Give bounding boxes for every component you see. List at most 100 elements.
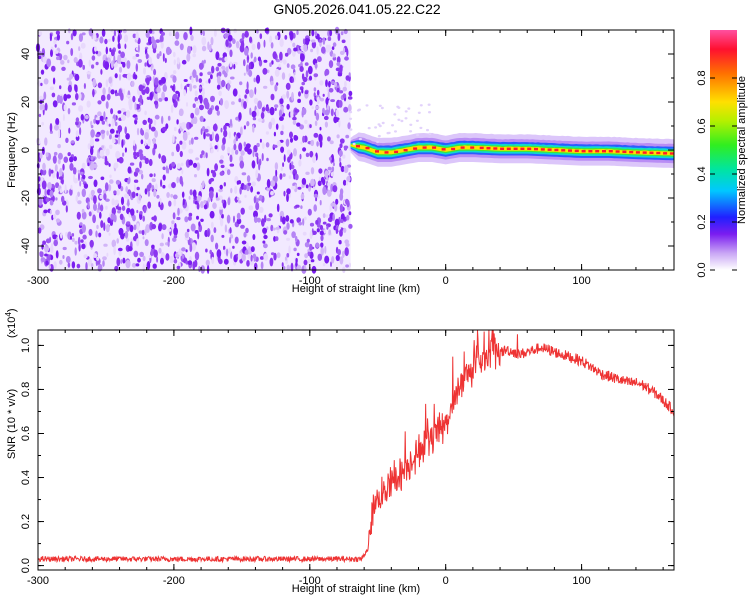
noise-blob	[223, 129, 228, 138]
noise-blob	[63, 156, 69, 163]
noise-blob	[120, 259, 123, 264]
noise-blob	[120, 92, 124, 101]
noise-blob	[322, 263, 326, 267]
noise-blob	[310, 178, 315, 187]
y-tick-label: 0.2	[20, 514, 32, 529]
noise-blob	[203, 131, 206, 140]
noise-blob	[55, 209, 60, 216]
noise-blob	[246, 64, 249, 72]
noise-blob	[155, 39, 161, 43]
colorbar-tick-label: 0.2	[696, 214, 708, 229]
noise-blob	[315, 197, 318, 202]
noise-blob	[73, 57, 78, 63]
noise-blob	[324, 245, 327, 254]
noise-blob	[266, 226, 269, 230]
noise-blob	[144, 110, 147, 116]
noise-blob	[224, 122, 230, 127]
noise-blob	[137, 44, 140, 53]
noise-blob	[320, 176, 325, 183]
noise-blob	[89, 137, 94, 147]
noise-blob	[156, 53, 160, 60]
noise-blob	[61, 178, 64, 185]
noise-blob	[227, 82, 230, 92]
noise-blob	[299, 66, 304, 72]
x-tick-label: 0	[443, 275, 449, 287]
noise-blob	[195, 157, 200, 161]
noise-blob	[97, 111, 102, 117]
noise-blob	[315, 242, 320, 248]
noise-blob	[81, 211, 87, 220]
noise-blob	[238, 94, 241, 99]
noise-blob	[99, 149, 105, 157]
noise-blob	[126, 221, 131, 225]
noise-blob	[141, 159, 145, 163]
noise-blob	[305, 38, 311, 43]
noise-blob	[346, 214, 350, 221]
noise-blob	[65, 256, 71, 263]
noise-blob	[344, 239, 350, 245]
noise-blob	[232, 38, 236, 45]
noise-blob	[286, 193, 289, 202]
signal-core	[642, 151, 647, 154]
noise-blob	[306, 238, 310, 243]
noise-blob	[78, 243, 81, 252]
signal-core	[595, 150, 600, 153]
noise-blob	[194, 174, 197, 178]
y-tick-label: 40	[20, 48, 32, 60]
noise-blob	[122, 257, 126, 264]
noise-blob	[209, 210, 215, 219]
noise-blob	[298, 221, 303, 226]
noise-blob	[301, 107, 307, 115]
noise-blob	[53, 261, 57, 269]
noise-blob	[139, 211, 143, 215]
signal-core	[534, 147, 538, 151]
noise-blob	[100, 94, 106, 102]
noise-blob	[268, 213, 273, 218]
signal-band-layer	[350, 144, 674, 156]
signal-scatter	[374, 126, 378, 129]
noise-blob	[189, 83, 193, 92]
noise-blob	[253, 77, 256, 83]
noise-blob	[332, 53, 336, 58]
noise-blob	[58, 129, 61, 139]
noise-blob	[296, 122, 301, 127]
signal-scatter	[349, 117, 353, 121]
noise-blob	[348, 72, 351, 78]
noise-blob	[110, 108, 114, 115]
noise-blob	[302, 38, 306, 45]
signal-core	[513, 147, 518, 150]
noise-blob	[162, 184, 166, 189]
noise-blob	[215, 242, 219, 250]
noise-blob	[144, 157, 149, 165]
signal-scatter	[404, 117, 408, 120]
noise-blob	[158, 97, 163, 102]
noise-blob	[162, 166, 166, 171]
noise-blob	[332, 185, 338, 193]
noise-blob	[49, 254, 54, 261]
noise-blob	[224, 224, 228, 233]
noise-blob	[314, 120, 318, 127]
noise-blob	[116, 130, 119, 134]
noise-blob	[237, 252, 242, 260]
noise-blob	[345, 134, 350, 139]
noise-blob	[224, 56, 228, 62]
signal-core	[365, 146, 370, 150]
noise-blob	[87, 162, 90, 167]
noise-blob	[83, 83, 86, 89]
noise-blob	[344, 56, 349, 61]
noise-blob	[283, 154, 286, 163]
noise-blob	[266, 187, 270, 192]
noise-blob	[160, 257, 164, 265]
noise-blob	[38, 227, 42, 234]
noise-blob	[320, 242, 324, 248]
noise-blob	[59, 188, 63, 194]
noise-blob	[194, 107, 200, 116]
noise-blob	[252, 117, 257, 121]
noise-blob	[263, 59, 268, 63]
noise-blob	[54, 124, 59, 131]
noise-blob	[240, 40, 245, 49]
noise-blob	[246, 175, 251, 183]
noise-blob	[316, 141, 319, 147]
noise-blob	[153, 143, 157, 150]
noise-blob	[158, 79, 162, 85]
